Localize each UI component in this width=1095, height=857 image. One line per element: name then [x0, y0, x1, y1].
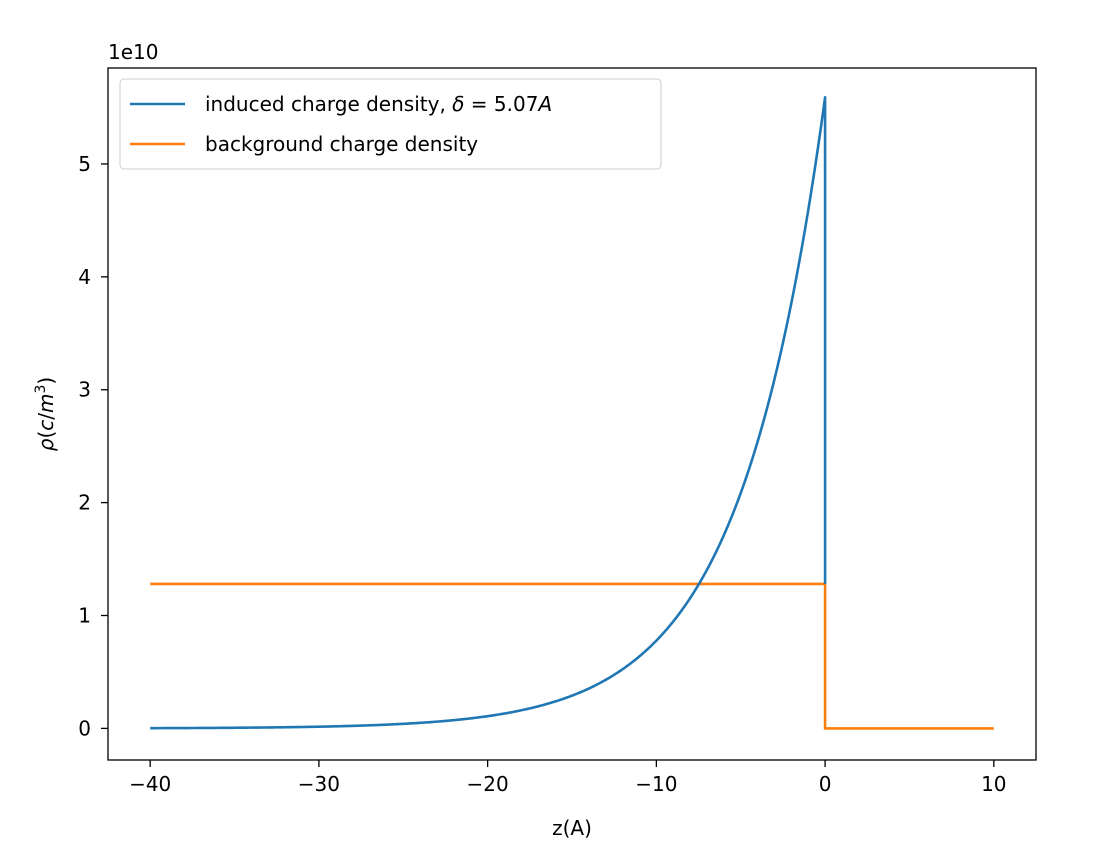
y-scale-offset-label: 1e10 — [108, 40, 158, 64]
y-tick-label: 2 — [78, 491, 91, 515]
x-tick-label: −30 — [298, 772, 340, 796]
x-tick-label: 10 — [981, 772, 1006, 796]
x-axis-label: z(A) — [552, 816, 592, 840]
y-tick-label: 0 — [78, 716, 91, 740]
y-tick-label: 1 — [78, 604, 91, 628]
series-line-background — [150, 582, 994, 730]
y-axis-label: ρ(c/m3) — [33, 377, 58, 451]
legend-label-background: background charge density — [205, 132, 478, 156]
x-tick-label: −40 — [129, 772, 171, 796]
x-axis-ticks: −40 −30 −20 −10 0 10 — [129, 760, 1007, 796]
legend-label-induced: induced charge density, δ = 5.07A — [205, 92, 552, 116]
plot-frame — [107, 67, 1037, 761]
plot-lines — [150, 96, 994, 730]
x-tick-label: −10 — [635, 772, 677, 796]
y-tick-label: 3 — [78, 378, 91, 402]
legend: induced charge density, δ = 5.07A backgr… — [119, 78, 662, 170]
x-tick-label: −20 — [467, 772, 509, 796]
legend-box — [119, 78, 662, 170]
y-axis-ticks: 0 1 2 3 4 5 — [78, 152, 108, 740]
y-tick-label: 4 — [78, 265, 91, 289]
series-line-induced — [150, 96, 827, 730]
y-tick-label: 5 — [78, 152, 91, 176]
x-tick-label: 0 — [819, 772, 832, 796]
